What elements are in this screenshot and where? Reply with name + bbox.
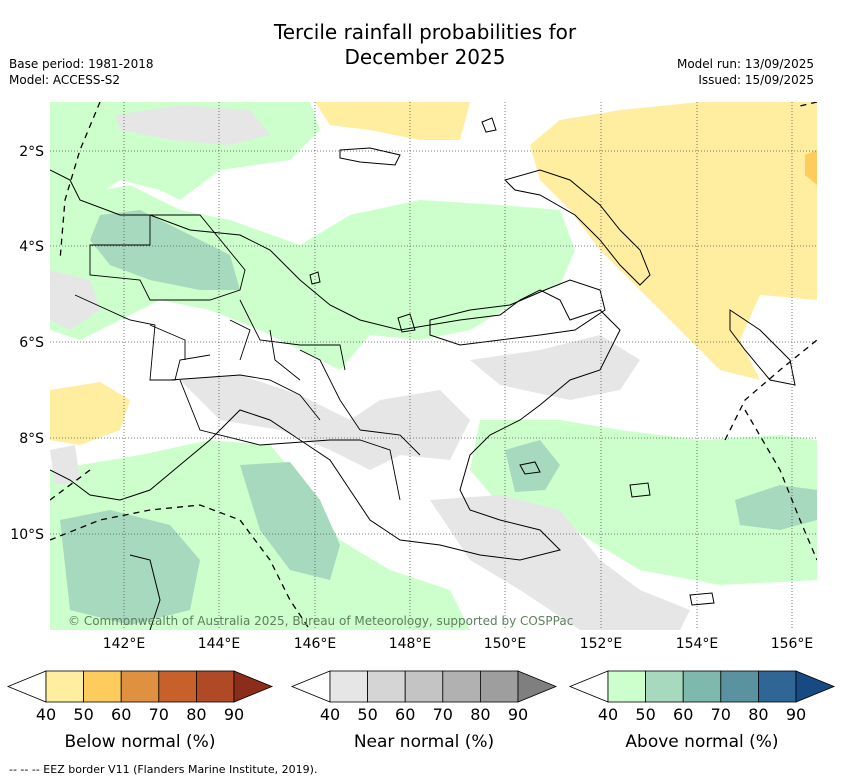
below-normal-50-patch	[805, 150, 817, 185]
lon-label: 146°E	[294, 636, 337, 652]
issued-date: Issued: 15/09/2025	[698, 73, 814, 87]
colorbar-tick: 90	[508, 705, 528, 724]
lon-label: 150°E	[484, 636, 527, 652]
colorbar-tick: 60	[111, 705, 131, 724]
colorbars: 40 50 60 70 80 90 Below normal (%) 40 50 60 70 80 90…	[6, 670, 836, 752]
colorbar-segment	[442, 670, 481, 703]
colorbar-tick: 40	[320, 705, 340, 724]
colorbar-segment	[404, 670, 444, 703]
colorbar-segment	[758, 670, 797, 703]
model-name: Model: ACCESS-S2	[9, 73, 121, 87]
map-title: Tercile rainfall probabilities for Decem…	[0, 20, 850, 70]
colorbar: 40 50 60 70 80 90 Above normal (%)	[568, 670, 836, 752]
colorbar-tick: 90	[786, 705, 806, 724]
colorbar-segment	[720, 670, 759, 703]
colorbar-tick: 70	[433, 705, 453, 724]
near-normal-region-southeast	[430, 495, 690, 630]
lat-label: 6°S	[19, 335, 44, 351]
coastlines	[50, 117, 796, 630]
latitude-labels: 2°S 4°S 6°S 8°S 10°S	[10, 144, 44, 543]
near-normal-region-bottom-left	[50, 445, 80, 485]
lon-label: 148°E	[389, 636, 432, 652]
lon-label: 142°E	[103, 636, 146, 652]
colorbar-label: Above normal (%)	[625, 732, 778, 752]
lon-label: 152°E	[580, 636, 623, 652]
lat-label: 8°S	[19, 431, 44, 447]
gridlines	[50, 102, 817, 630]
near-normal-region-west	[50, 270, 100, 330]
colorbar-tick: 60	[395, 705, 415, 724]
colorbar-low-extension	[290, 670, 331, 703]
below-normal-region-northeast	[530, 102, 817, 380]
colorbar-tick: 80	[186, 705, 206, 724]
above-normal-50-south-central	[240, 462, 340, 580]
above-normal-50-patch	[505, 440, 560, 492]
colorbar-segment	[195, 670, 235, 703]
colorbar-tick: 90	[224, 705, 244, 724]
colorbar-tick: 50	[635, 705, 655, 724]
lon-label: 144°E	[198, 636, 241, 652]
colorbar-segment	[120, 670, 160, 703]
colorbar-segment	[158, 670, 197, 703]
above-normal-50-south	[60, 510, 200, 625]
colorbar-low-extension	[568, 670, 609, 703]
colorbar-tick: 40	[598, 705, 618, 724]
colorbar-segment	[479, 670, 519, 703]
colorbar-segment	[645, 670, 684, 703]
title-line-2: December 2025	[344, 45, 506, 69]
near-normal-region-central	[470, 335, 640, 400]
colorbar-segment	[83, 670, 122, 703]
colorbar-tick: 50	[357, 705, 377, 724]
colorbar-high-extension	[517, 670, 558, 703]
longitude-labels: 142°E 144°E 146°E 148°E 150°E 152°E 154°E 156°E	[103, 636, 814, 652]
near-normal-region-south-central	[180, 375, 470, 470]
colorbar-label: Near normal (%)	[354, 732, 494, 752]
lon-label: 156°E	[771, 636, 814, 652]
copyright-text: © Commonwealth of Australia 2025, Bureau…	[68, 614, 573, 628]
colorbar-tick: 70	[711, 705, 731, 724]
colorbar-segment	[329, 670, 368, 703]
colorbar-tick: 70	[149, 705, 169, 724]
near-normal-region-north	[115, 105, 270, 145]
colorbar-segment	[607, 670, 646, 703]
lat-label: 4°S	[19, 239, 44, 255]
colorbar-high-extension	[233, 670, 274, 703]
colorbar-segment	[367, 670, 406, 703]
colorbar-segment	[45, 670, 84, 703]
colorbar: 40 50 60 70 80 90 Near normal (%)	[290, 670, 558, 752]
colorbar-tick: 60	[673, 705, 693, 724]
lat-label: 2°S	[19, 144, 44, 160]
footer-note: -- -- -- EEZ border V11 (Flanders Marine…	[9, 763, 318, 776]
above-normal-50-east	[735, 485, 817, 530]
base-period: Base period: 1981-2018	[9, 57, 154, 71]
title-line-1: Tercile rainfall probabilities for	[273, 20, 577, 44]
below-normal-region-north	[315, 102, 470, 140]
colorbar-tick: 50	[73, 705, 93, 724]
model-run: Model run: 13/09/2025	[676, 57, 814, 71]
map-area: © Commonwealth of Australia 2025, Bureau…	[50, 102, 817, 630]
colorbar-tick: 80	[748, 705, 768, 724]
colorbar-low-extension	[6, 670, 47, 703]
colorbar-segment	[682, 670, 722, 703]
eez-borders	[50, 102, 817, 630]
above-normal-50-west	[90, 210, 240, 290]
right-meta: Model run: 13/09/2025 Issued: 15/09/2025	[677, 56, 814, 88]
lon-label: 154°E	[676, 636, 719, 652]
left-meta: Base period: 1981-2018 Model: ACCESS-S2	[9, 56, 154, 88]
colorbar: 40 50 60 70 80 90 Below normal (%)	[6, 670, 274, 752]
province-borders	[74, 214, 421, 501]
lat-label: 10°S	[10, 527, 44, 543]
colorbar-label: Below normal (%)	[65, 732, 216, 752]
below-normal-region-west	[50, 382, 130, 445]
colorbar-tick: 40	[36, 705, 56, 724]
colorbar-tick: 80	[470, 705, 490, 724]
colorbar-high-extension	[795, 670, 836, 703]
